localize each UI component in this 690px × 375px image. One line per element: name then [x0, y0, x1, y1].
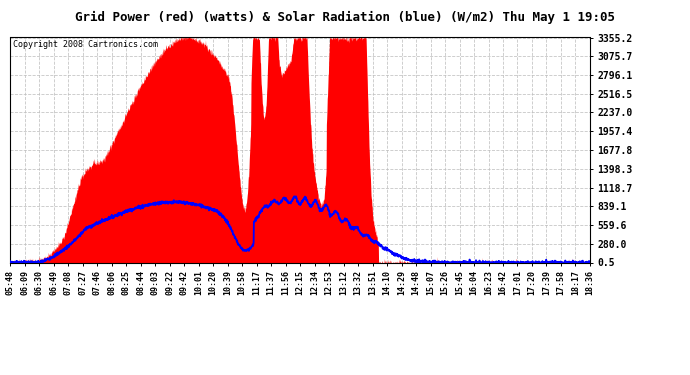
- Text: Copyright 2008 Cartronics.com: Copyright 2008 Cartronics.com: [13, 40, 158, 49]
- Text: Grid Power (red) (watts) & Solar Radiation (blue) (W/m2) Thu May 1 19:05: Grid Power (red) (watts) & Solar Radiati…: [75, 11, 615, 24]
